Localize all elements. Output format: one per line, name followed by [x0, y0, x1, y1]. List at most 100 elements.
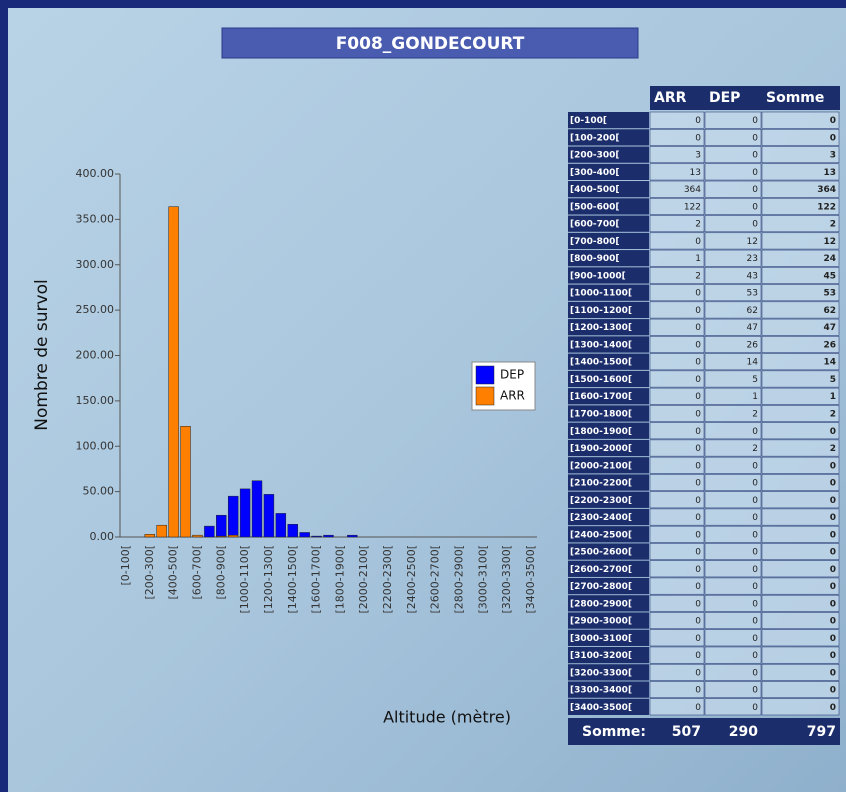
cell [704, 198, 762, 215]
row-label: [900-1000[ [570, 271, 626, 281]
cell-value: 0 [752, 686, 758, 696]
row-label-cell [568, 508, 649, 526]
cell [704, 163, 762, 181]
bar [180, 426, 191, 538]
cell [761, 543, 840, 560]
row-label-cell [568, 491, 649, 508]
cell-value: 14 [823, 358, 836, 368]
cell [649, 318, 705, 336]
row-label-cell [568, 612, 649, 629]
bar [192, 534, 203, 538]
cell [761, 560, 840, 578]
row-label-cell [568, 560, 649, 577]
cell [761, 249, 840, 267]
cell-value: 0 [752, 651, 758, 661]
x-tick-label: [2400-2500[ [405, 545, 418, 614]
cell [761, 663, 840, 681]
cell [649, 284, 705, 302]
cell [649, 439, 705, 457]
cell [704, 612, 762, 629]
cell [704, 577, 762, 595]
cell [761, 301, 840, 319]
row-label: [2000-2100[ [570, 461, 632, 471]
cell [704, 111, 762, 129]
row-label: [500-600[ [570, 202, 620, 212]
cell-value: 53 [747, 289, 758, 299]
cell [649, 698, 705, 716]
cell-value: 0 [830, 116, 836, 126]
bar [323, 534, 334, 538]
bar [347, 534, 358, 538]
row-label: [200-300[ [570, 151, 620, 161]
cell-value: 0 [752, 479, 758, 489]
y-tick-label: 150.00 [76, 394, 115, 407]
x-tick-label: [1400-1500[ [286, 545, 299, 614]
row-label: [2800-2900[ [570, 599, 632, 609]
x-tick-label: [3200-3300[ [500, 545, 513, 614]
row-label: [2300-2400[ [570, 513, 632, 523]
cell [704, 353, 762, 371]
y-tick-label: 100.00 [76, 439, 115, 452]
cell [761, 594, 840, 612]
cell-value: 0 [695, 530, 701, 540]
y-tick-label: 0.00 [90, 530, 115, 543]
cell-value: 0 [695, 686, 701, 696]
cell-value: 2 [830, 220, 836, 230]
cell [649, 681, 705, 698]
cell-value: 0 [695, 513, 701, 523]
legend-swatch [475, 386, 495, 406]
x-tick-label: [2200-2300[ [381, 545, 394, 614]
cell [649, 543, 705, 560]
cell-value: 0 [695, 668, 701, 678]
cell [704, 474, 762, 491]
cell [761, 629, 840, 647]
row-label-cell [568, 526, 649, 543]
cell-value: 0 [752, 496, 758, 506]
cell-value: 122 [817, 202, 836, 212]
cell [704, 301, 762, 319]
cell [761, 387, 840, 405]
cell-value: 0 [695, 548, 701, 558]
x-tick-label: [600-700[ [190, 545, 203, 600]
cell [649, 146, 705, 164]
cell-value: 0 [830, 686, 836, 696]
cell-value: 0 [695, 410, 701, 420]
cell [649, 646, 705, 664]
bar [156, 524, 167, 538]
cell-value: 12 [823, 237, 836, 247]
row-label: [1600-1700[ [570, 392, 632, 402]
row-label-cell [568, 250, 649, 267]
cell-value: 0 [695, 461, 701, 471]
row-label-cell [568, 353, 649, 370]
cell [649, 387, 705, 405]
cell [704, 629, 762, 647]
cell [649, 267, 705, 284]
cell [649, 249, 705, 267]
cell [761, 405, 840, 422]
row-label-cell [568, 181, 649, 198]
row-label-cell [568, 543, 649, 560]
cell-value: 1 [695, 254, 701, 264]
row-label: [700-800[ [570, 237, 620, 247]
x-tick-label: [2800-2900[ [453, 545, 466, 614]
cell [761, 422, 840, 440]
cell-value: 0 [695, 444, 701, 454]
cell [704, 456, 762, 474]
y-axis-title: Nombre de survol [32, 279, 52, 430]
cell-value: 0 [752, 530, 758, 540]
cell-value: 0 [752, 513, 758, 523]
cell-value: 0 [830, 599, 836, 609]
footer-label: Somme: [582, 724, 646, 740]
row-label-cell [568, 112, 649, 129]
cell [704, 267, 762, 284]
cell [649, 163, 705, 181]
bar [227, 534, 239, 538]
row-label-cell [568, 215, 649, 232]
cell [704, 560, 762, 578]
row-label-cell [568, 232, 649, 250]
header-bg [650, 86, 840, 110]
bar [311, 535, 322, 538]
bar [168, 206, 179, 538]
cell [704, 543, 762, 560]
cell [761, 215, 840, 233]
